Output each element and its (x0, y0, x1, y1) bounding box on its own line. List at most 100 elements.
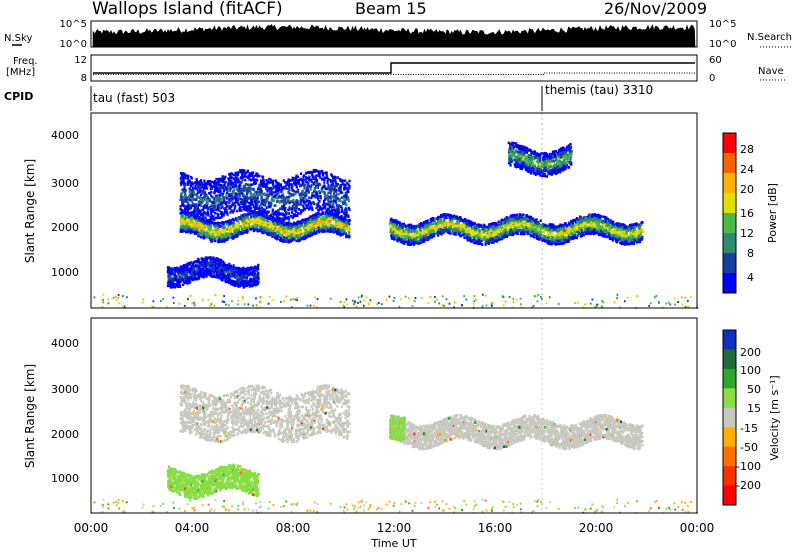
power-echo-cell (254, 197, 256, 200)
power-echo-cell (267, 220, 269, 223)
power-echo-cell (183, 230, 185, 233)
power-echo-cell (325, 194, 327, 197)
power-echo-cell (282, 200, 284, 203)
power-echo-cell (256, 191, 258, 194)
power-echo-cell (213, 185, 215, 188)
power-echo-cell (218, 184, 220, 187)
power-echo-cell (215, 189, 217, 192)
power-echo-cell (235, 201, 237, 204)
power-echo-cell (268, 178, 270, 181)
power-echo-cell (328, 209, 330, 212)
power-echo-cell (209, 236, 211, 239)
power-echo-cell (239, 209, 241, 212)
power-echo-cell (334, 185, 336, 188)
power-echo-cell (221, 211, 223, 214)
power-echo-cell (228, 189, 230, 192)
power-echo-cell (241, 172, 243, 175)
power-echo-cell (298, 203, 300, 206)
power-echo-cell (280, 239, 282, 242)
power-echo-cell (204, 182, 206, 185)
power-echo-cell (310, 171, 312, 174)
power-echo-cell (347, 186, 349, 189)
power-echo-cell (216, 186, 218, 189)
power-echo-cell (331, 174, 333, 177)
power-echo-cell (219, 225, 221, 228)
power-echo-cell (201, 233, 203, 236)
power-echo-cell (330, 212, 332, 215)
power-echo-cell (315, 214, 317, 217)
power-echo-cell (318, 231, 320, 234)
power-echo-cell (186, 231, 188, 234)
power-echo-cell (215, 217, 217, 220)
power-echo-cell (268, 202, 270, 205)
power-echo-cell (279, 201, 281, 204)
power-echo-cell (300, 225, 302, 228)
power-echo-cell (304, 196, 306, 199)
power-echo-cell (266, 190, 268, 193)
power-echo-cell (215, 178, 217, 181)
power-echo-cell (259, 219, 261, 222)
power-echo-cell (225, 203, 227, 206)
power-echo-cell (315, 191, 317, 194)
power-echo-cell (285, 240, 287, 243)
power-echo-cell (198, 222, 200, 225)
power-echo-cell (304, 219, 306, 222)
power-echo-cell (191, 211, 193, 214)
power-echo-cell (310, 219, 312, 222)
power-echo-cell (228, 202, 230, 205)
power-echo-cell (220, 236, 222, 239)
power-echo-cell (290, 224, 292, 227)
power-echo-cell (234, 205, 236, 208)
nave-label: Nave (758, 66, 784, 77)
power-echo-cell (242, 206, 244, 209)
power-echo-cell (334, 214, 336, 217)
power-echo-cell (181, 219, 183, 222)
power-echo-cell (180, 225, 182, 228)
power-echo-cell (186, 175, 188, 178)
power-echo-cell (601, 219, 603, 222)
power-echo-cell (264, 204, 266, 207)
power-echo-cell (267, 206, 269, 209)
power-echo-cell (335, 191, 337, 194)
power-echo-cell (297, 212, 299, 215)
power-echo-cell (246, 230, 248, 233)
power-echo-cell (348, 180, 350, 183)
power-echo-cell (180, 198, 182, 201)
power-echo-cell (307, 171, 309, 174)
power-echo-cell (295, 183, 297, 186)
power-echo-cell (224, 209, 226, 212)
power-echo-cell (327, 180, 329, 183)
power-echo-cell (304, 236, 306, 239)
power-echo-cell (333, 230, 335, 233)
power-echo-cell (212, 233, 214, 236)
power-echo-cell (213, 205, 215, 208)
power-echo-cell (348, 231, 350, 234)
nsky-tick-top: 10^5 (60, 19, 87, 30)
power-echo-cell (307, 187, 309, 190)
power-echo-cell (306, 207, 308, 210)
power-echo-cell (272, 180, 274, 183)
power-echo-cell (337, 176, 339, 179)
power-echo-cell (220, 198, 222, 201)
power-echo-cell (249, 172, 251, 175)
power-echo-cell (283, 204, 285, 207)
power-echo-cell (219, 216, 221, 219)
power-echo-cell (244, 186, 246, 189)
power-echo-cell (343, 188, 345, 191)
power-echo-cell (230, 177, 232, 180)
power-echo-cell (483, 234, 485, 237)
power-echo-cell (286, 223, 288, 226)
power-echo-cell (264, 193, 266, 196)
nsky-label: N.Sky (4, 33, 32, 44)
power-echo-cell (227, 182, 229, 185)
power-echo-cell (335, 220, 337, 223)
power-echo-cell (192, 202, 194, 205)
power-echo-cell (298, 208, 300, 211)
power-echo-cell (267, 193, 269, 196)
power-echo-cell (331, 219, 333, 222)
power-echo-cell (248, 186, 250, 189)
power-echo-cell (269, 206, 271, 209)
power-echo-cell (318, 205, 320, 208)
power-echo-cell (319, 195, 321, 198)
